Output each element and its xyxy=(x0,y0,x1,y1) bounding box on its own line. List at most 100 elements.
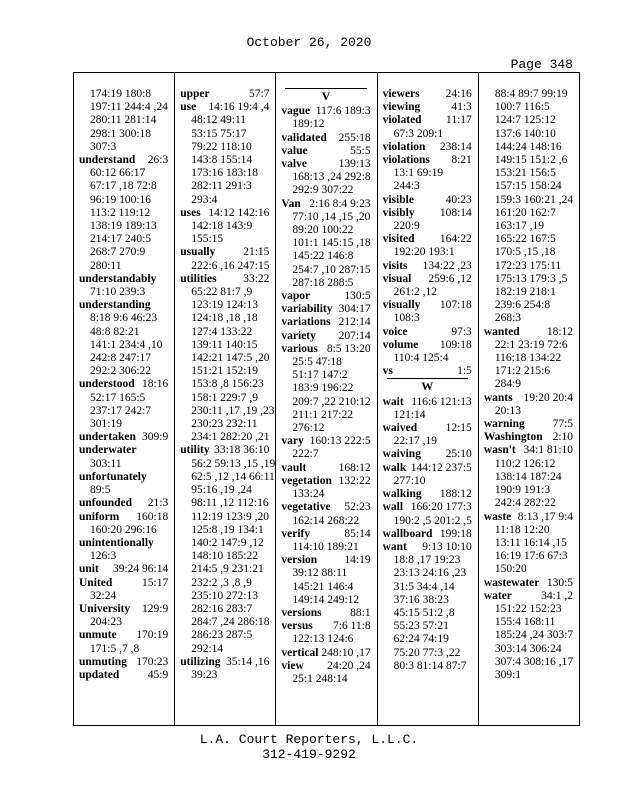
entry-first-line: vary 160:13 222:5 xyxy=(281,435,370,448)
page-refs: 75:20 77:3 ,22 xyxy=(393,646,461,659)
page-refs: 67:3 209:1 xyxy=(393,127,444,140)
index-term: visibly xyxy=(382,206,415,219)
entry-first-line: viewing 41:3 xyxy=(383,101,472,114)
index-entry: version 14:19 39:12 88:11 145:21 146:4 149:1… xyxy=(281,554,370,607)
entry-first-line: wallboard 199:18 xyxy=(383,528,472,541)
entry-first-line: waived 12:15 xyxy=(383,422,472,435)
entry-first-line: understandably xyxy=(79,273,168,286)
page-refs: 14:19 xyxy=(344,554,371,567)
page-refs: 22:17 ,19 xyxy=(393,435,438,448)
page-refs: 254:7 ,10 287:15 xyxy=(292,263,371,276)
index-entry: undertaken 309:9 xyxy=(79,431,168,444)
page-refs: 55:5 xyxy=(350,144,371,157)
index-entry: unfounded 21:3 xyxy=(79,497,168,510)
page-refs: 9:13 10:10 xyxy=(422,540,472,553)
page-refs: 25:5 47:18 xyxy=(292,356,342,369)
index-entry: violations 8:21 13:1 69:19 244:3 xyxy=(383,154,472,194)
page-refs: 88:1 xyxy=(350,606,371,619)
page-refs: 37:16 38:23 xyxy=(393,593,449,606)
index-entry: various 8:5 13:20 25:5 47:18 51:17 147:2 183… xyxy=(281,343,370,435)
index-term: waived xyxy=(382,422,418,435)
page-refs: 139:11 140:15 xyxy=(191,338,258,351)
page-refs: 65:22 81:7 ,9 xyxy=(191,286,253,299)
page-refs: 13:11 16:14 ,15 xyxy=(494,536,567,549)
index-term: variability xyxy=(281,303,333,316)
page-refs: 62:24 74:19 xyxy=(393,633,449,646)
index-term: understanding xyxy=(79,299,151,312)
index-term: voice xyxy=(382,325,408,338)
entry-first-line: waiving 25:10 xyxy=(383,448,472,461)
phone: 312-419-9292 xyxy=(262,747,356,762)
index-term: University xyxy=(79,602,131,615)
entry-first-line: Van 2:16 8:4 9:23 xyxy=(281,198,370,211)
page-refs: 234:1 282:20 ,21 xyxy=(191,431,270,444)
index-entry: use 14:16 19:4 ,4 48:12 49:11 53:15 75:17 79… xyxy=(180,101,269,207)
page-refs: 14:12 142:16 xyxy=(208,206,270,219)
page-refs: 19:20 20:4 xyxy=(523,391,574,404)
entry-first-line: view 24:20 ,24 xyxy=(281,660,370,673)
page-refs: 170:19 xyxy=(136,629,169,642)
page-refs: 114:10 189:21 xyxy=(292,540,359,553)
index-entry: viewers 24:16 xyxy=(383,88,472,101)
index-entry: validated 255:18 xyxy=(281,132,370,145)
index-entry: versions 88:1 xyxy=(281,607,370,620)
index-term: walk xyxy=(382,461,407,474)
page-refs: 101:1 145:15 ,18 xyxy=(292,237,371,250)
entry-first-line: upper 57:7 xyxy=(180,88,269,101)
index-term: vegetative xyxy=(281,501,331,514)
index-entry: vapor 130:5 xyxy=(281,290,370,303)
index-term: version xyxy=(281,554,318,567)
entry-first-line: wants 19:20 20:4 xyxy=(484,392,573,405)
page-refs: 48:12 49:11 xyxy=(191,114,247,127)
page-refs: 13:1 69:19 xyxy=(393,167,444,180)
index-entry: variability 304:17 xyxy=(281,303,370,316)
index-term: vapor xyxy=(281,290,311,303)
index-entry: verify 85:14 114:10 189:21 xyxy=(281,528,370,554)
index-term: view xyxy=(281,659,304,672)
page-refs: 148:10 185:22 xyxy=(191,550,258,563)
page-refs: 110:2 126:12 xyxy=(494,457,556,470)
page-refs: 40:23 xyxy=(445,193,472,206)
page-refs: 123:19 124:13 xyxy=(191,299,258,312)
index-term: utilizing xyxy=(180,655,221,668)
entry-first-line: wait 116:6 121:13 xyxy=(383,396,472,409)
index-term: visible xyxy=(382,193,414,206)
page-refs: 280:11 281:14 xyxy=(90,114,157,127)
page-refs: 14:16 19:4 ,4 xyxy=(208,101,270,114)
page-refs: 21:3 xyxy=(147,497,169,510)
entry-first-line: unmute 170:19 xyxy=(79,629,168,642)
index-term: versions xyxy=(281,606,322,619)
page-refs: 168:13 ,24 292:8 xyxy=(292,171,371,184)
entry-first-line: variety 207:14 xyxy=(281,330,370,343)
index-term: value xyxy=(281,144,308,157)
page-refs: 16:19 17:6 67:3 xyxy=(494,550,568,563)
index-column: viewers 24:16 viewing 41:3 violated 11:17 67:3… xyxy=(378,73,479,725)
page-refs: 80:3 81:14 87:7 xyxy=(393,659,467,672)
index-entry: visual 259:6 ,12 261:2 ,12 xyxy=(383,273,472,299)
page-refs: 52:17 165:5 xyxy=(90,391,146,404)
index-term: vague xyxy=(281,105,311,118)
page-refs: 238:14 xyxy=(439,140,472,153)
page-refs: 192:20 193:1 xyxy=(393,246,455,259)
page-refs: 24:16 xyxy=(445,88,472,100)
index-entry: usually 21:15 222:6 ,16 247:15 xyxy=(180,246,269,272)
page-refs: 244:3 xyxy=(393,180,420,193)
page-refs: 162:14 268:22 xyxy=(292,514,360,527)
page-refs: 23:13 24:16 ,23 xyxy=(393,567,467,580)
index-term: unfounded xyxy=(79,497,133,510)
entry-first-line: water 34:1 ,2 xyxy=(484,590,573,603)
index-entry: waiving 25:10 xyxy=(383,448,472,461)
entry-first-line: visibly 108:14 xyxy=(383,207,472,220)
page-refs: 133:24 xyxy=(292,488,325,501)
entry-first-line: understand 26:3 xyxy=(79,154,168,167)
index-column: 88:4 89:7 99:19 100:7 116:5 124:7 125:12 13… xyxy=(479,73,579,725)
index-term: utilities xyxy=(180,272,217,285)
page-refs: 33:22 xyxy=(243,272,270,285)
entry-first-line: visible 40:23 xyxy=(383,194,472,207)
page-refs: 235:10 272:13 xyxy=(191,589,258,602)
page-refs: 190:9 191:3 xyxy=(494,484,551,497)
page-refs: 31:5 34:4 ,14 xyxy=(393,580,455,593)
page-refs: 8:13 ,17 9:4 xyxy=(517,510,574,523)
page-refs: 79:22 118:10 xyxy=(191,140,252,153)
page-refs: 39:23 xyxy=(191,668,218,681)
